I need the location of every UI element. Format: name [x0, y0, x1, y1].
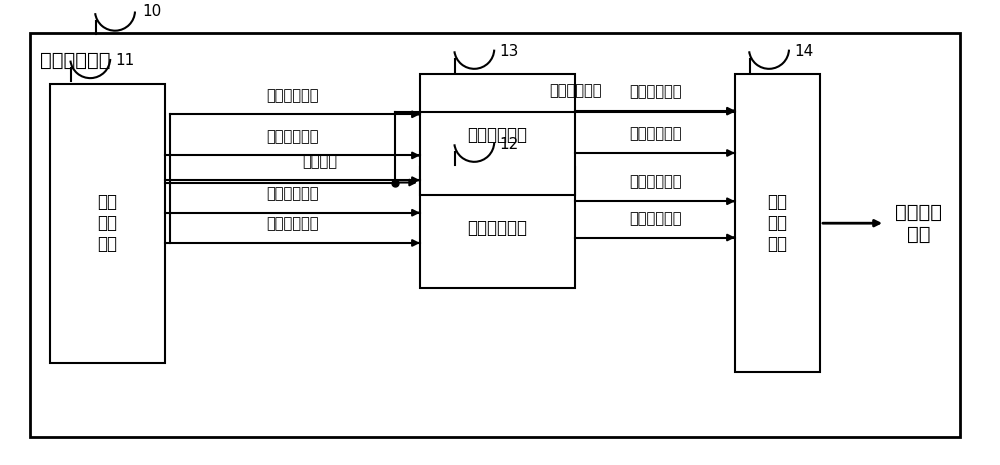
Text: 第二转换电路: 第二转换电路: [468, 126, 528, 144]
Text: 命令
采样
电路: 命令 采样 电路: [768, 193, 788, 253]
Text: 第三时钟信号: 第三时钟信号: [266, 88, 319, 103]
Text: 第一控制信号: 第一控制信号: [629, 175, 681, 190]
Text: 第四时钟信号: 第四时钟信号: [266, 129, 319, 144]
Text: 第三控制信号: 第三控制信号: [629, 84, 681, 99]
Text: 第一转换电路: 第一转换电路: [468, 219, 528, 237]
Text: 13: 13: [499, 44, 519, 59]
Text: 片选信号: 片选信号: [302, 154, 338, 170]
Text: 目标采样
信号: 目标采样 信号: [895, 203, 942, 244]
Bar: [420, 167, 575, 288]
Text: 命令解码电路: 命令解码电路: [40, 51, 110, 70]
Text: 第二控制信号: 第二控制信号: [629, 211, 681, 226]
Text: 第二时钟信号: 第二时钟信号: [266, 216, 319, 231]
Text: 命令地址信号: 命令地址信号: [549, 84, 601, 99]
Text: 12: 12: [499, 137, 518, 152]
Bar: [30, 33, 960, 437]
Text: 第一时钟信号: 第一时钟信号: [266, 186, 319, 201]
Text: 14: 14: [794, 44, 813, 59]
Text: 时钟
产生
电路: 时钟 产生 电路: [98, 193, 118, 253]
Text: 10: 10: [142, 4, 161, 19]
Text: 第四控制信号: 第四控制信号: [629, 126, 681, 141]
Bar: [735, 74, 820, 372]
Bar: [420, 74, 575, 195]
Text: 11: 11: [115, 53, 134, 68]
Bar: [50, 84, 165, 363]
